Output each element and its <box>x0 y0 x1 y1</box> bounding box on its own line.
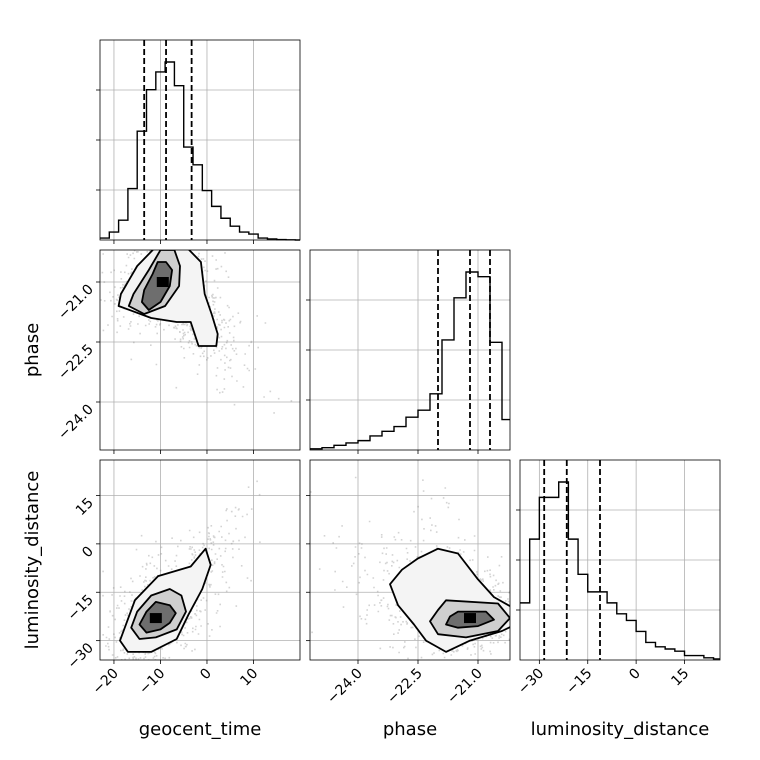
pair-density-2 <box>310 476 510 660</box>
pair-contour-2-0 <box>445 610 495 629</box>
hist-panel-phase <box>306 250 510 454</box>
pair-density-0 <box>100 250 293 414</box>
xlabel-phase: phase <box>383 719 437 740</box>
hist-frame-phase <box>309 249 511 451</box>
pair-core-2 <box>464 613 476 624</box>
pair-panel-geocent-time-vs-luminosity-distance <box>96 460 300 664</box>
pair-core-0 <box>156 277 169 287</box>
hist-step-phase <box>310 271 510 450</box>
hist-step-luminosity-distance <box>520 481 720 660</box>
pair-density-1 <box>102 480 261 660</box>
hist-panel-luminosity-distance <box>516 460 720 664</box>
pair-contour-1-2 <box>119 547 212 653</box>
pair-contour-0-1 <box>127 250 181 315</box>
pair-panel-geocent-time-vs-phase <box>96 250 300 454</box>
pair-contour-2-2 <box>389 547 510 653</box>
pair-contour-1-1 <box>130 588 187 640</box>
ylabel-luminosity-distance: luminosity_distance <box>22 471 43 650</box>
pair-frame-2 <box>309 459 511 661</box>
pair-frame-0 <box>99 249 301 451</box>
hist-panel-geocent-time <box>96 40 300 244</box>
pair-frame-1 <box>99 459 301 661</box>
hist-frame-luminosity-distance <box>519 459 721 661</box>
pair-contour-2-1 <box>429 599 510 639</box>
panels <box>96 39 721 664</box>
ylabel-phase: phase <box>22 323 43 377</box>
hist-step-geocent-time <box>100 61 300 241</box>
xlabel-geocent-time: geocent_time <box>139 719 262 740</box>
hist-frame-geocent-time <box>99 39 301 241</box>
pair-panel-phase-vs-luminosity-distance <box>306 460 510 664</box>
pair-contour-0-2 <box>117 250 219 347</box>
pair-contour-0-0 <box>141 261 173 311</box>
xlabel-luminosity-distance: luminosity_distance <box>531 719 710 740</box>
pair-core-1 <box>149 613 162 624</box>
pair-contour-1-0 <box>138 601 177 634</box>
